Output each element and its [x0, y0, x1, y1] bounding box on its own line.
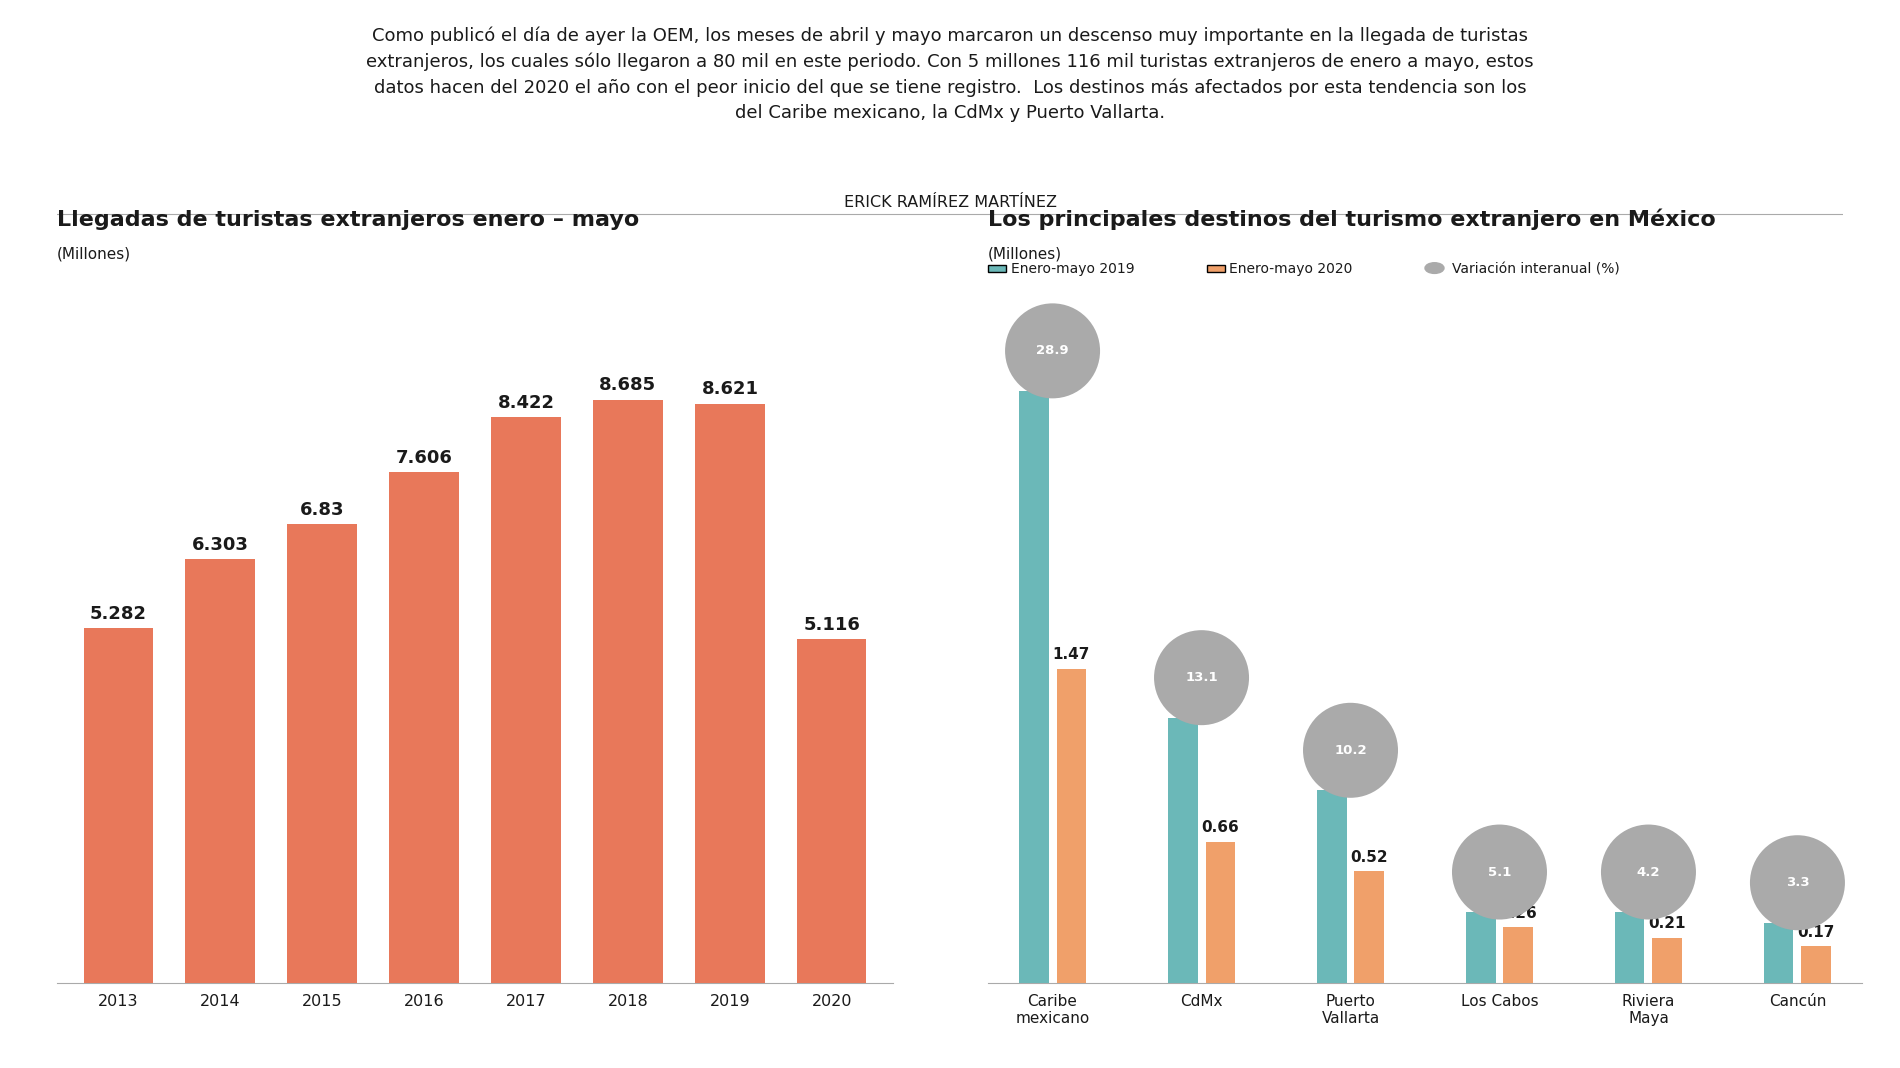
- Bar: [1615, 912, 1645, 983]
- Bar: [798, 639, 866, 983]
- Text: 6.83: 6.83: [300, 501, 344, 519]
- Bar: [1763, 923, 1794, 983]
- Text: 5.282: 5.282: [89, 604, 146, 623]
- Text: 0.28: 0.28: [1759, 901, 1797, 916]
- Bar: [695, 404, 764, 983]
- Text: Los principales destinos del turismo extranjero en México: Los principales destinos del turismo ext…: [988, 208, 1716, 230]
- Bar: [1355, 871, 1385, 983]
- Bar: [1653, 938, 1682, 983]
- Bar: [287, 524, 357, 983]
- Text: (Millones): (Millones): [988, 247, 1062, 262]
- Bar: [1503, 927, 1533, 983]
- Text: 8.685: 8.685: [598, 376, 657, 394]
- Text: 4.2: 4.2: [1636, 865, 1661, 879]
- Text: 10.2: 10.2: [1334, 743, 1366, 757]
- Text: 0.33: 0.33: [1611, 891, 1649, 906]
- Bar: [84, 628, 152, 983]
- Text: 5.1: 5.1: [1488, 865, 1510, 879]
- Text: 7.606: 7.606: [395, 449, 452, 467]
- Text: 0.33: 0.33: [1461, 891, 1499, 906]
- Text: 1.24: 1.24: [1165, 696, 1201, 711]
- Text: 0.9: 0.9: [1319, 769, 1345, 784]
- Text: 13.1: 13.1: [1186, 671, 1218, 685]
- Bar: [1018, 391, 1049, 983]
- Text: Enero-mayo 2019: Enero-mayo 2019: [1011, 262, 1134, 277]
- Text: 0.66: 0.66: [1201, 820, 1239, 835]
- Bar: [390, 472, 458, 983]
- Text: Llegadas de turistas extranjeros enero – mayo: Llegadas de turistas extranjeros enero –…: [57, 209, 638, 230]
- Text: ERICK RAMÍREZ MARTÍNEZ: ERICK RAMÍREZ MARTÍNEZ: [844, 195, 1056, 210]
- Bar: [186, 560, 255, 983]
- Text: Enero-mayo 2020: Enero-mayo 2020: [1229, 262, 1353, 277]
- Text: Variación interanual (%): Variación interanual (%): [1452, 262, 1619, 277]
- Text: 5.116: 5.116: [804, 616, 861, 633]
- Text: 8.422: 8.422: [498, 394, 555, 412]
- Text: 2.77: 2.77: [1015, 370, 1053, 384]
- Bar: [1056, 669, 1087, 983]
- Bar: [593, 399, 663, 983]
- Text: 1.47: 1.47: [1053, 647, 1091, 662]
- Text: 0.21: 0.21: [1649, 916, 1685, 931]
- Text: 0.17: 0.17: [1797, 925, 1835, 940]
- Text: 3.3: 3.3: [1786, 876, 1809, 890]
- Bar: [1801, 946, 1832, 983]
- Bar: [1168, 718, 1197, 983]
- Text: Como publicó el día de ayer la OEM, los meses de abril y mayo marcaron un descen: Como publicó el día de ayer la OEM, los …: [367, 27, 1533, 122]
- Text: 6.303: 6.303: [192, 536, 249, 554]
- Bar: [1317, 790, 1347, 983]
- Text: 0.52: 0.52: [1351, 850, 1389, 865]
- Text: 8.621: 8.621: [701, 380, 758, 398]
- Text: (Millones): (Millones): [57, 247, 131, 262]
- Bar: [1205, 842, 1235, 983]
- Bar: [492, 418, 560, 983]
- Bar: [1465, 912, 1495, 983]
- Text: 0.26: 0.26: [1499, 906, 1537, 921]
- Text: 28.9: 28.9: [1036, 344, 1070, 358]
